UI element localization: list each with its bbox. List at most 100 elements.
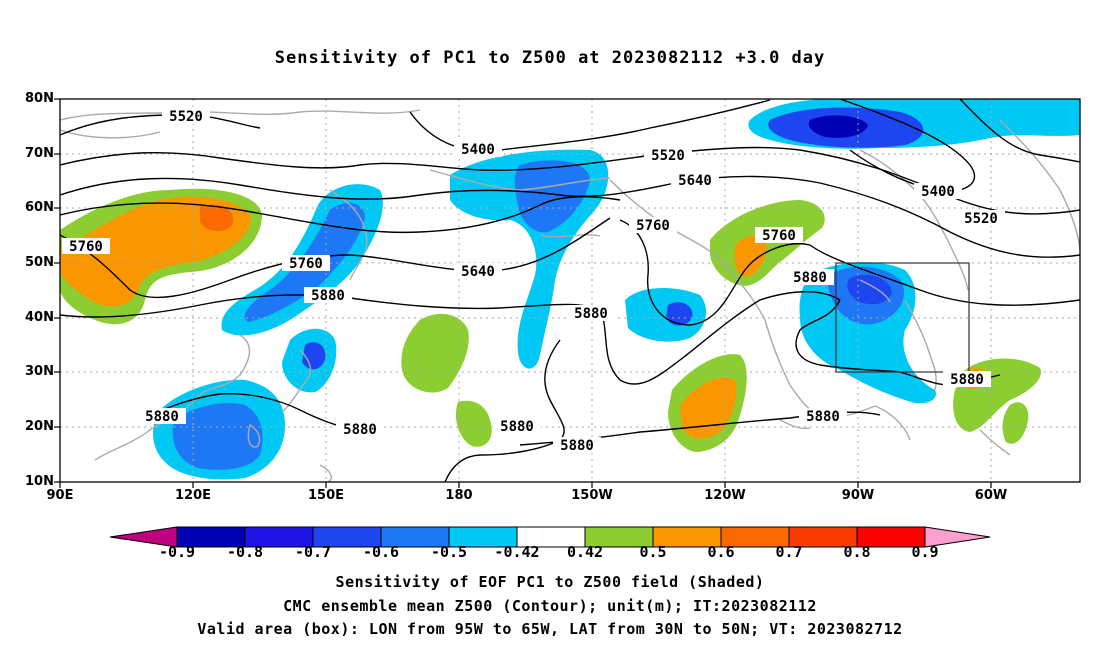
contour-label: 5760 xyxy=(629,217,677,234)
negative-peak-arctic xyxy=(808,115,868,138)
contour-label: 5760 xyxy=(62,238,110,255)
contour-label: 5880 xyxy=(786,269,834,286)
contour-5520-west xyxy=(60,114,261,136)
lon-label: 150E xyxy=(307,488,345,503)
contour-label: 5520 xyxy=(957,210,1005,227)
contour-label: 5880 xyxy=(799,408,847,425)
svg-text:5880: 5880 xyxy=(500,419,534,435)
lon-label: 60W xyxy=(974,488,1008,503)
colorbar-label: 0.9 xyxy=(911,543,939,561)
contour-5640-b xyxy=(60,196,621,234)
lat-label: 70N xyxy=(25,146,54,161)
chart-title: Sensitivity of PC1 to Z500 at 2023082112… xyxy=(274,48,826,68)
contour-label: 5520 xyxy=(162,108,210,125)
lon-label: 150W xyxy=(571,488,613,503)
colorbar-label: 0.7 xyxy=(775,543,803,561)
svg-text:5880: 5880 xyxy=(311,288,345,304)
positive-anomaly-small xyxy=(455,400,492,447)
contour-label: 5400 xyxy=(914,183,962,200)
positive-core-mexico xyxy=(680,377,737,439)
colorbar-label: -0.6 xyxy=(362,543,400,561)
lat-label: 10N xyxy=(25,474,54,489)
contour-label: 5880 xyxy=(493,418,541,435)
negative-core-japan xyxy=(302,342,326,370)
svg-text:5640: 5640 xyxy=(678,173,712,189)
svg-text:5760: 5760 xyxy=(69,239,103,255)
lat-label: 40N xyxy=(25,310,54,325)
svg-text:5760: 5760 xyxy=(762,228,796,244)
lat-label: 20N xyxy=(25,419,54,434)
colorbar-label: 0.6 xyxy=(707,543,735,561)
lat-label: 30N xyxy=(25,364,54,379)
lon-label: 90E xyxy=(46,488,74,503)
positive-peak-west xyxy=(200,204,234,232)
contour-label: 5880 xyxy=(553,437,601,454)
contour-5640-a xyxy=(60,175,1080,258)
map-frame xyxy=(59,98,1081,483)
svg-text:5880: 5880 xyxy=(574,306,608,322)
lon-label: 120E xyxy=(174,488,212,503)
positive-anomaly-pacific xyxy=(401,313,469,393)
svg-text:5760: 5760 xyxy=(289,256,323,272)
contour-label: 5880 xyxy=(336,421,384,438)
svg-text:5520: 5520 xyxy=(169,109,203,125)
negative-core-alaska xyxy=(666,302,693,326)
svg-text:5640: 5640 xyxy=(461,264,495,280)
lat-label: 50N xyxy=(25,255,54,270)
positive-anomaly-atlantic-small xyxy=(1002,402,1029,444)
negative-core-china xyxy=(172,403,263,470)
colorbar-label: -0.7 xyxy=(294,543,332,561)
contour-label: 5640 xyxy=(671,172,719,189)
svg-text:5880: 5880 xyxy=(793,270,827,286)
colorbar-label: -0.42 xyxy=(494,543,540,561)
valid-area-box xyxy=(835,262,970,373)
colorbar-label: -0.9 xyxy=(158,543,196,561)
caption-line-2: CMC ensemble mean Z500 (Contour); unit(m… xyxy=(283,597,817,615)
contour-label: 5760 xyxy=(282,255,330,272)
contour-5880-d xyxy=(139,392,361,431)
caption-line-3: Valid area (box): LON from 95W to 65W, L… xyxy=(197,620,903,638)
caption-line-1: Sensitivity of EOF PC1 to Z500 field (Sh… xyxy=(335,573,765,591)
svg-text:5880: 5880 xyxy=(806,409,840,425)
lon-label: 180 xyxy=(445,488,473,503)
coastlines xyxy=(60,109,1080,482)
colorbar-label: -0.8 xyxy=(226,543,264,561)
lat-label: 80N xyxy=(25,91,54,106)
colorbar-label: 0.8 xyxy=(843,543,871,561)
contour-label: 5880 xyxy=(943,371,991,388)
lon-label: 90W xyxy=(841,488,875,503)
svg-text:5520: 5520 xyxy=(964,211,998,227)
contour-label-layer: 5520 5400 5520 5640 5400 5520 5760 5760 … xyxy=(62,108,1005,454)
contour-5880-a xyxy=(60,291,841,385)
contour-label: 5640 xyxy=(454,263,502,280)
svg-text:5520: 5520 xyxy=(651,148,685,164)
contour-5400 xyxy=(409,99,771,152)
svg-text:5880: 5880 xyxy=(343,422,377,438)
svg-text:5880: 5880 xyxy=(950,372,984,388)
contour-label: 5880 xyxy=(138,408,186,425)
lon-label: 120W xyxy=(704,488,746,503)
svg-text:5400: 5400 xyxy=(461,142,495,158)
svg-text:5880: 5880 xyxy=(145,409,179,425)
contour-5760-c xyxy=(809,244,1080,306)
positive-core-na-west xyxy=(734,235,767,277)
svg-text:5760: 5760 xyxy=(636,218,670,234)
tick-marks xyxy=(54,98,992,488)
contour-5520-north xyxy=(959,99,1080,163)
colorbar-label: 0.42 xyxy=(566,543,604,561)
colorbar-label: -0.5 xyxy=(430,543,468,561)
contour-arctic xyxy=(839,99,976,192)
contour-5760-b xyxy=(619,219,811,326)
svg-text:5880: 5880 xyxy=(560,438,594,454)
contour-label: 5880 xyxy=(567,305,615,322)
negative-core-pacific-north xyxy=(514,160,590,233)
lat-label: 60N xyxy=(25,200,54,215)
sensitivity-shading xyxy=(60,99,1080,480)
negative-anomaly-alaska xyxy=(625,288,707,342)
contour-label: 5400 xyxy=(454,141,502,158)
svg-text:5400: 5400 xyxy=(921,184,955,200)
contour-label: 5520 xyxy=(644,147,692,164)
contour-label: 5880 xyxy=(304,287,352,304)
contour-label: 5760 xyxy=(755,227,803,244)
